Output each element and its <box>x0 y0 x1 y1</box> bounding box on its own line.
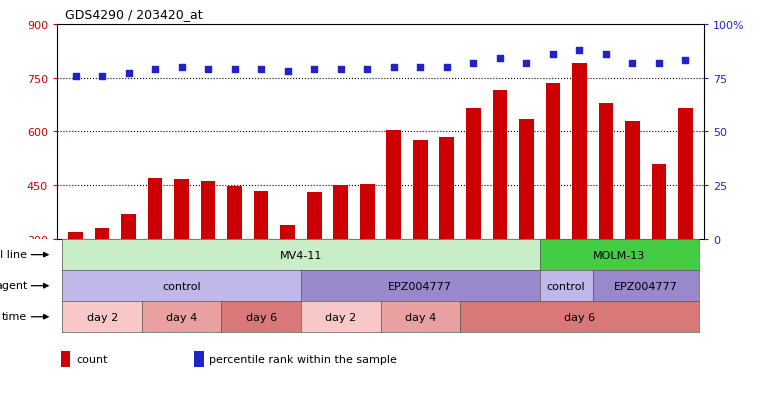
Point <box>494 56 506 62</box>
Text: day 2: day 2 <box>87 312 118 322</box>
Point <box>680 58 692 64</box>
Text: day 4: day 4 <box>405 312 436 322</box>
Point <box>387 64 400 71</box>
Text: EPZ004777: EPZ004777 <box>613 281 677 291</box>
Text: count: count <box>76 354 107 364</box>
Point <box>335 66 347 73</box>
Text: EPZ004777: EPZ004777 <box>388 281 452 291</box>
Bar <box>572 64 587 240</box>
Point <box>361 66 374 73</box>
Point <box>573 47 585 54</box>
Bar <box>599 104 613 240</box>
Point <box>521 60 533 67</box>
Bar <box>121 214 136 240</box>
Bar <box>519 120 533 240</box>
Text: agent: agent <box>0 280 27 290</box>
Point <box>467 60 479 67</box>
Text: day 6: day 6 <box>246 312 277 322</box>
Bar <box>492 91 507 240</box>
Bar <box>194 351 204 368</box>
Bar <box>440 138 454 240</box>
Bar <box>678 109 693 240</box>
Point <box>123 71 135 78</box>
Point <box>96 73 108 80</box>
Point <box>255 66 267 73</box>
Bar <box>387 131 401 240</box>
Bar <box>174 179 189 240</box>
Bar <box>466 109 481 240</box>
Bar <box>413 141 428 240</box>
Text: cell line: cell line <box>0 249 27 259</box>
Bar <box>228 187 242 240</box>
Bar <box>201 182 215 240</box>
Text: MV4-11: MV4-11 <box>280 250 322 260</box>
Text: GDS4290 / 203420_at: GDS4290 / 203420_at <box>65 8 202 21</box>
Bar <box>280 226 295 240</box>
Bar <box>360 184 374 240</box>
Bar <box>95 229 110 240</box>
Bar <box>625 121 640 240</box>
Text: day 4: day 4 <box>166 312 197 322</box>
Point <box>228 66 240 73</box>
Bar <box>307 193 321 240</box>
Text: percentile rank within the sample: percentile rank within the sample <box>209 354 397 364</box>
Bar <box>333 186 348 240</box>
Point <box>282 69 294 75</box>
Text: control: control <box>546 281 585 291</box>
Point <box>600 52 612 58</box>
Text: day 6: day 6 <box>564 312 595 322</box>
Point <box>441 64 453 71</box>
Point <box>149 66 161 73</box>
Bar <box>148 179 162 240</box>
Text: MOLM-13: MOLM-13 <box>593 250 645 260</box>
Point <box>546 52 559 58</box>
Bar <box>68 233 83 240</box>
Point <box>69 73 81 80</box>
Point <box>308 66 320 73</box>
Point <box>626 60 638 67</box>
Bar <box>546 84 560 240</box>
Bar <box>651 164 666 240</box>
Point <box>414 64 426 71</box>
Text: control: control <box>162 281 201 291</box>
Bar <box>61 351 70 368</box>
Point <box>653 60 665 67</box>
Point <box>176 64 188 71</box>
Text: time: time <box>2 311 27 321</box>
Point <box>202 66 215 73</box>
Bar <box>254 191 269 240</box>
Text: day 2: day 2 <box>325 312 356 322</box>
